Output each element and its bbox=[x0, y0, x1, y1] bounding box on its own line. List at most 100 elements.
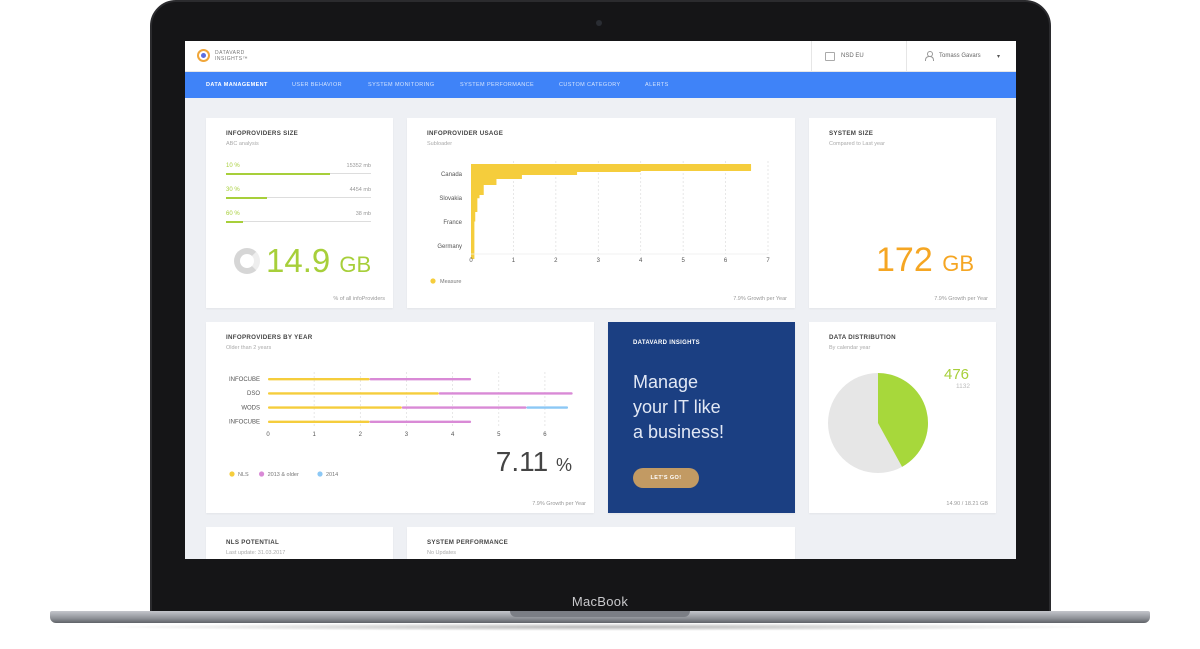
chevron-down-icon[interactable]: ▾ bbox=[997, 54, 1001, 60]
usage-step bbox=[471, 172, 522, 179]
category-label: Germany bbox=[437, 244, 462, 250]
usage-step bbox=[471, 176, 497, 185]
tab-data-management[interactable]: DATA MANAGEMENT bbox=[206, 82, 268, 88]
logo-icon bbox=[197, 49, 210, 62]
year-chart: INFOCUBE DSO WODS INFOCUBE 0 1 2 3 4 5 6 NLS 2013 & … bbox=[229, 372, 573, 478]
tick-label: 5 bbox=[497, 432, 501, 438]
distribution-value: 476 bbox=[944, 366, 970, 383]
tick-label: 1 bbox=[512, 258, 516, 264]
top-bar: DATAVARD INSIGHTS™ NSD EU Tomass Gavars … bbox=[185, 41, 1016, 72]
user-icon bbox=[925, 51, 934, 61]
app-screen: DATAVARD INSIGHTS™ NSD EU Tomass Gavars … bbox=[185, 41, 1016, 559]
card-subtitle: ABC analysis bbox=[226, 141, 259, 147]
tick-label: 4 bbox=[451, 432, 455, 438]
size-unit: GB bbox=[339, 252, 372, 277]
category-label: INFOCUBE bbox=[229, 377, 260, 383]
legend-swatch bbox=[430, 278, 436, 284]
category-label: France bbox=[443, 220, 462, 226]
region-selector[interactable]: NSD EU bbox=[841, 53, 864, 59]
tick-label: 0 bbox=[469, 258, 473, 264]
card-subtitle: Older than 2 years bbox=[226, 345, 272, 351]
usage-step bbox=[471, 182, 484, 195]
legend-label: 2014 bbox=[326, 472, 338, 478]
card-title: NLS POTENTIAL bbox=[226, 539, 280, 546]
promo-headline: Manage your IT like a business! bbox=[633, 370, 793, 445]
promo-line: your IT like bbox=[633, 397, 721, 417]
usage-step bbox=[471, 169, 578, 175]
user-name[interactable]: Tomass Gavars bbox=[939, 53, 981, 59]
card-footer: 7.9% Growth per Year bbox=[934, 296, 988, 302]
lets-go-button[interactable]: LET'S GO! bbox=[633, 468, 699, 488]
abc-size: 38 mb bbox=[355, 211, 371, 217]
abc-size: 15352 mb bbox=[346, 163, 371, 169]
card-infoproviders-by-year: INFOPROVIDERS BY YEAR Older than 2 years… bbox=[206, 322, 594, 513]
pie-slice bbox=[878, 373, 928, 467]
card-title: INFOPROVIDERS BY YEAR bbox=[226, 334, 313, 341]
abc-size: 4454 mb bbox=[349, 187, 371, 193]
card-system-performance: SYSTEM PERFORMANCE No Updates bbox=[407, 527, 795, 559]
tab-alerts[interactable]: ALERTS bbox=[645, 82, 669, 88]
tick-label: 6 bbox=[543, 432, 547, 438]
tick-label: 3 bbox=[405, 432, 409, 438]
tab-system-performance[interactable]: SYSTEM PERFORMANCE bbox=[460, 82, 535, 88]
system-size-number: 172 bbox=[876, 241, 933, 279]
topbar-divider bbox=[906, 41, 907, 72]
card-infoproviders-size: INFOPROVIDERS SIZE ABC analysis 10 % 1535… bbox=[206, 118, 393, 308]
abc-percent: 30 % bbox=[226, 187, 240, 193]
legend-label: Measure bbox=[440, 279, 461, 285]
system-size-value: 172 GB bbox=[876, 241, 974, 280]
tab-user-behavior[interactable]: USER BEHAVIOR bbox=[292, 82, 343, 88]
abc-fill bbox=[226, 220, 244, 223]
topbar-divider bbox=[811, 41, 812, 72]
stacked-bar-segment bbox=[438, 392, 573, 395]
stacked-bar-segment bbox=[268, 420, 370, 423]
percentage-number: 7.11 bbox=[495, 446, 549, 477]
laptop-base bbox=[50, 611, 1150, 623]
card-subtitle: Last update: 31.03.2017 bbox=[226, 550, 286, 556]
abc-track bbox=[226, 172, 371, 175]
card-promo: DATAVARD INSIGHTS Manage your IT like a … bbox=[608, 322, 795, 513]
card-data-distribution: DATA DISTRIBUTION By calendar year 476 1… bbox=[809, 322, 996, 513]
category-label: DSO bbox=[247, 391, 260, 397]
logo-text[interactable]: DATAVARD INSIGHTS™ bbox=[215, 50, 275, 62]
distribution-pie bbox=[828, 373, 928, 473]
usage-step bbox=[471, 192, 478, 212]
abc-track bbox=[226, 220, 371, 223]
category-label: Slovakia bbox=[439, 196, 462, 202]
card-nls-potential: NLS POTENTIAL Last update: 31.03.2017 bbox=[206, 527, 393, 559]
card-footer: % of all infoProviders bbox=[333, 296, 385, 302]
card-title: SYSTEM SIZE bbox=[829, 130, 874, 137]
camera-dot bbox=[596, 20, 602, 26]
legend-swatch bbox=[259, 471, 265, 477]
usage-step bbox=[471, 256, 474, 259]
card-footer: 7.9% Growth per Year bbox=[532, 501, 586, 507]
card-subtitle: By calendar year bbox=[829, 345, 871, 351]
laptop-shadow bbox=[90, 623, 1110, 631]
tick-label: 5 bbox=[681, 258, 685, 264]
ring-icon bbox=[234, 248, 260, 274]
tick-label: 7 bbox=[766, 258, 770, 264]
stacked-bar-segment bbox=[268, 406, 402, 409]
card-subtitle: Subloader bbox=[427, 141, 453, 147]
percentage-value: 7.11 % bbox=[496, 446, 572, 478]
card-title: INFOPROVIDER USAGE bbox=[427, 130, 504, 137]
region-icon bbox=[825, 52, 835, 61]
card-subtitle: No Updates bbox=[427, 550, 457, 556]
tab-system-monitoring[interactable]: SYSTEM MONITORING bbox=[368, 82, 435, 88]
promo-line: Manage bbox=[633, 372, 699, 392]
abc-percent: 10 % bbox=[226, 163, 240, 169]
abc-track bbox=[226, 196, 371, 199]
stacked-bar-segment bbox=[369, 378, 472, 381]
distribution-total: 1132 bbox=[956, 383, 970, 390]
logo-line1: DATAVARD bbox=[215, 50, 245, 56]
tick-label: 0 bbox=[266, 432, 270, 438]
card-title: DATA DISTRIBUTION bbox=[829, 334, 896, 341]
stacked-bar-segment bbox=[268, 392, 439, 395]
category-label: Canada bbox=[441, 172, 463, 178]
logo-line2: INSIGHTS™ bbox=[215, 56, 249, 62]
promo-line: a business! bbox=[633, 422, 725, 442]
tab-custom-category[interactable]: CUSTOM CATEGORY bbox=[559, 82, 621, 88]
stacked-bar-segment bbox=[401, 406, 527, 409]
legend-label: NLS bbox=[238, 472, 249, 478]
card-subtitle: Compared to Last year bbox=[829, 141, 885, 147]
